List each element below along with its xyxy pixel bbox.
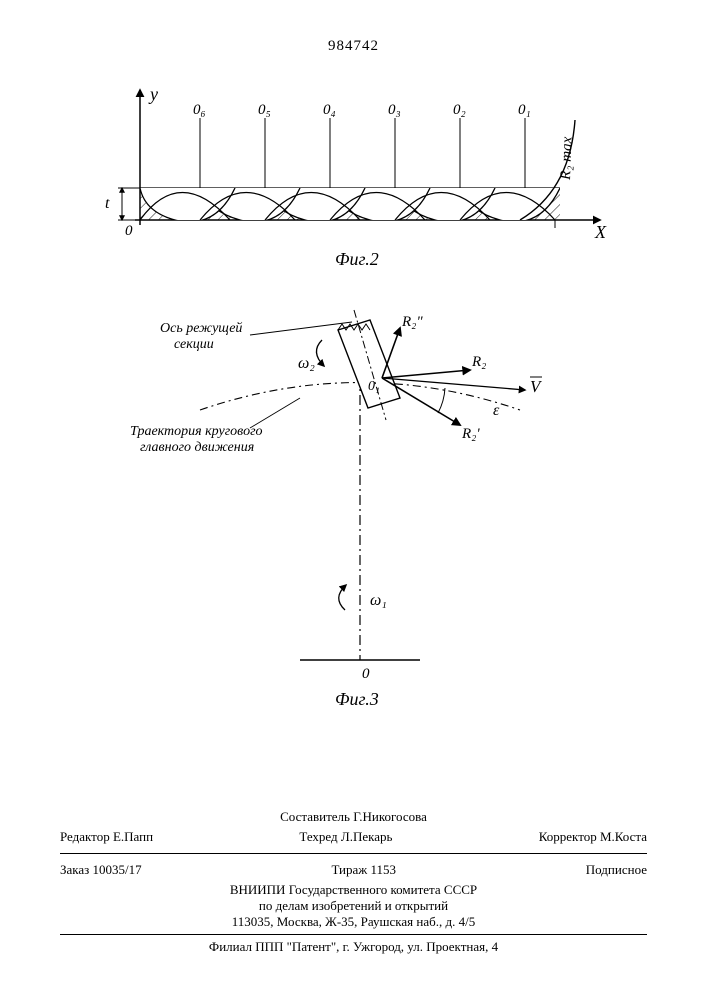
order: Заказ 10035/17 [60, 862, 142, 878]
fig2-xlabel: X [594, 222, 607, 242]
fig3-O: 0 [362, 666, 370, 682]
org1: ВНИИПИ Государственного комитета СССР [60, 882, 647, 898]
fig3-v: V [530, 377, 543, 396]
org2: по делам изобретений и открытий [60, 898, 647, 914]
fig3-R2: R₂ [471, 354, 486, 370]
rule-2 [60, 934, 647, 935]
compiler: Составитель Г.Никогосова [60, 809, 647, 825]
fig3-svg: 0 ω₁ ω₂ 0₁ V R [100, 280, 620, 710]
fig2-O3: 0₃ [388, 102, 401, 118]
fig3-O1: 0₁ [368, 379, 380, 394]
fig2-O5: 0₅ [258, 102, 271, 118]
org3: 113035, Москва, Ж-35, Раушская наб., д. … [60, 914, 647, 930]
fig3-eps: ε [493, 402, 500, 419]
fig3-annot1-l2: секции [174, 337, 214, 352]
fig2-svg: y X 0 t [100, 80, 620, 280]
footer: Составитель Г.Никогосова Редактор Е.Папп… [60, 809, 647, 955]
tirage: Тираж 1153 [331, 862, 396, 878]
fig3-annot2-l1: Траектория кругового [130, 424, 263, 439]
fig2-t: t [105, 195, 110, 212]
fig2-O2: 0₂ [453, 102, 466, 118]
corrector: Корректор М.Коста [539, 829, 647, 845]
fig2-O6: 0₆ [193, 102, 206, 118]
rule-1 [60, 853, 647, 854]
fig2-area: y X 0 t [100, 80, 620, 280]
fig3-R2p: R₂' [461, 426, 480, 442]
fig3-caption: Фиг.3 [335, 689, 379, 709]
fig2-r2max: R₂ max [558, 136, 576, 181]
doc-number: 984742 [0, 38, 707, 55]
fig3-w2: ω₂ [298, 355, 315, 372]
fig3-annot1-l1: Ось режущей [160, 321, 242, 336]
techred: Техред Л.Пекарь [299, 829, 392, 845]
fig3-area: 0 ω₁ ω₂ 0₁ V R [100, 280, 620, 710]
fig2-caption: Фиг.2 [335, 249, 379, 269]
fig2-ylabel: y [148, 84, 158, 104]
page: 984742 y X 0 [0, 0, 707, 1000]
sub: Подписное [586, 862, 647, 878]
branch: Филиал ППП "Патент", г. Ужгород, ул. Про… [60, 939, 647, 955]
fig3-annot2-l2: главного движения [140, 440, 254, 455]
fig3-w1: ω₁ [370, 592, 387, 609]
fig2-O1: 0₁ [518, 102, 531, 118]
fig3-R2pp: R₂" [401, 314, 423, 330]
fig2-origin: 0 [125, 223, 133, 239]
editor: Редактор Е.Папп [60, 829, 153, 845]
fig2-O4: 0₄ [323, 102, 336, 118]
